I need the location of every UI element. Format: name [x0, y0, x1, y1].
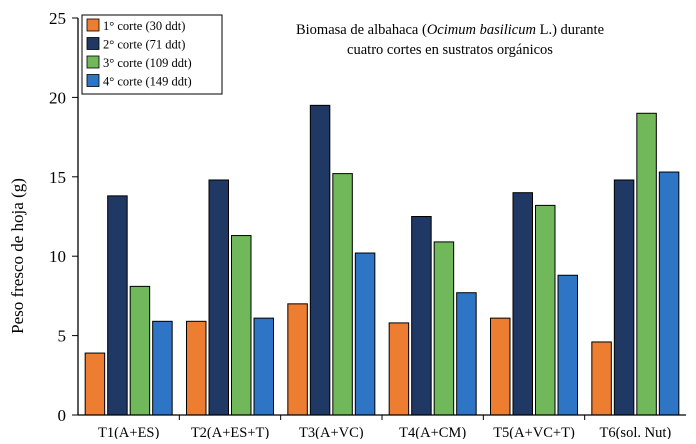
bar-4-2: [253, 317, 274, 416]
bar-3-2: [231, 235, 252, 416]
y-tick-label: 20: [49, 88, 66, 107]
x-tick-label: T3(A+VC): [299, 425, 364, 439]
bar-3-4: [433, 241, 455, 416]
legend-swatch-1: [86, 18, 100, 32]
bar-1-3: [287, 303, 308, 416]
bar-4-5: [557, 274, 578, 416]
legend-swatch-3: [86, 55, 100, 69]
bar-4-1: [152, 320, 173, 416]
y-tick-label: 15: [49, 168, 66, 187]
bar-2-1: [107, 195, 128, 416]
x-tick-label: T4(A+CM): [399, 425, 466, 439]
bar-2-4: [411, 216, 432, 416]
chart-subtitle: cuatro cortes en sustratos orgánicos: [347, 42, 553, 58]
bar-3-3: [332, 173, 353, 416]
x-tick-label: T1(A+ES): [98, 425, 160, 439]
chart-title-species: Ocimum basilicum: [427, 22, 536, 38]
bar-2-2: [208, 179, 229, 416]
x-tick-label: T6(sol. Nut): [599, 425, 671, 439]
bar-4-3: [354, 252, 376, 416]
legend-label-1: 1° corte (30 ddt): [103, 19, 185, 33]
legend-box: [81, 14, 223, 95]
chart-title-part-1: Biomasa de albahaca (: [296, 22, 427, 38]
y-tick-label: 5: [58, 327, 67, 346]
bar-1-1: [84, 352, 106, 416]
ticks-group: 0 5 10 15 20 25: [49, 9, 586, 425]
chart-title-part-3: L.) durante: [536, 22, 604, 38]
bar-3-1: [129, 285, 151, 416]
legend: 1° corte (30 ddt) 2° corte (71 ddt) 3° cor…: [81, 14, 223, 95]
legend-swatch-4: [86, 74, 100, 87]
bar-4-6: [658, 171, 680, 416]
y-tick-label: 10: [49, 247, 66, 266]
x-tick-label: T5(A+VC+T): [493, 425, 575, 439]
legend-label-3: 3° corte (109 ddt): [103, 56, 192, 70]
y-tick-label: 0: [58, 406, 67, 425]
y-tick-label: 25: [49, 9, 66, 28]
y-axis-title: Peso fresco de hoja (g): [8, 178, 27, 334]
bar-3-5: [535, 204, 556, 416]
labels-group: T1(A+ES) T2(A+ES+T) T3(A+VC) T4(A+CM) T5(A+V…: [98, 425, 671, 441]
bar-1-2: [186, 320, 207, 416]
bar-3-6: [636, 112, 657, 416]
legend-label-2: 2° corte (71 ddt): [103, 38, 185, 52]
x-tick-label: T2(A+ES+T): [191, 425, 270, 439]
bar-2-3: [309, 104, 331, 416]
bar-4-4: [456, 292, 477, 416]
bar-2-6: [613, 179, 635, 416]
legend-swatch-2: [86, 37, 100, 50]
legend-label-4: 4° corte (149 ddt): [103, 75, 192, 89]
bar-2-5: [512, 192, 533, 416]
chart-title: Biomasa de albahaca (Ocimum basilicum L.…: [296, 22, 604, 38]
bar-1-5: [490, 317, 511, 416]
bars-group: [84, 104, 680, 416]
bar-1-6: [591, 341, 612, 416]
bar-1-4: [388, 322, 410, 416]
